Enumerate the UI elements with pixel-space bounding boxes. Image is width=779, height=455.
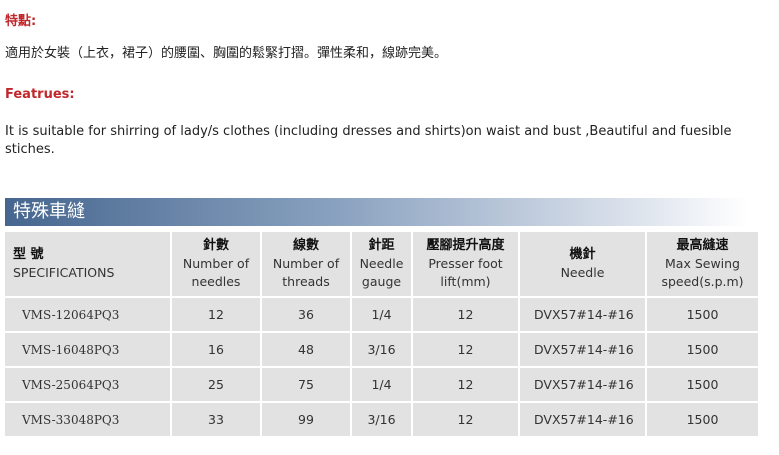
features-zh-heading: 特點:	[5, 14, 37, 29]
table-cell: 12	[413, 403, 518, 436]
table-cell: 1500	[647, 298, 758, 331]
column-header: 壓腳提升高度 Presser foot lift(mm)	[413, 232, 518, 296]
features-en-text: It is suitable for shirring of lady/s cl…	[5, 124, 732, 157]
header-en: SPECIFICATIONS	[13, 265, 115, 280]
table-cell: 12	[413, 333, 518, 366]
table-row: VMS-12064PQ3 12 36 1/4 12 DVX57#14-#16 1500	[5, 298, 758, 331]
table-cell: 48	[262, 333, 350, 366]
header-en: Max Sewing speed(s.p.m)	[661, 256, 744, 289]
header-zh: 機針	[569, 247, 596, 262]
table-cell: 25	[172, 368, 260, 401]
table-cell: 1/4	[352, 368, 411, 401]
table-cell: 3/16	[352, 333, 411, 366]
table-cell: 3/16	[352, 403, 411, 436]
table-cell: DVX57#14-#16	[520, 403, 645, 436]
table-cell: 1500	[647, 403, 758, 436]
table-cell: 36	[262, 298, 350, 331]
table-row: VMS-33048PQ3 33 99 3/16 12 DVX57#14-#16 1500	[5, 403, 758, 436]
column-header: 機針 Needle	[520, 232, 645, 296]
table-row: VMS-25064PQ3 25 75 1/4 12 DVX57#14-#16 1500	[5, 368, 758, 401]
header-zh: 壓腳提升高度	[426, 238, 505, 253]
table-cell: 16	[172, 333, 260, 366]
table-cell: 75	[262, 368, 350, 401]
header-en: Number of needles	[182, 256, 250, 289]
table-cell: 12	[172, 298, 260, 331]
header-zh: 最高縫速	[676, 238, 729, 253]
header-zh: 線數	[292, 238, 319, 253]
header-en: Needle	[560, 265, 605, 280]
header-zh: 型 號	[13, 247, 44, 262]
model-cell: VMS-33048PQ3	[5, 403, 170, 436]
table-cell: DVX57#14-#16	[520, 333, 645, 366]
column-header: 線數 Number of threads	[262, 232, 350, 296]
features-zh-text: 適用於女裝（上衣，裙子）的腰圍、胸圍的鬆緊打摺。彈性柔和，線跡完美。	[5, 46, 448, 61]
table-cell: DVX57#14-#16	[520, 298, 645, 331]
column-header: 最高縫速 Max Sewing speed(s.p.m)	[647, 232, 758, 296]
table-cell: 12	[413, 368, 518, 401]
model-cell: VMS-12064PQ3	[5, 298, 170, 331]
header-zh: 針距	[368, 238, 395, 253]
header-zh: 針數	[202, 238, 229, 253]
table-cell: 12	[413, 298, 518, 331]
model-cell: VMS-25064PQ3	[5, 368, 170, 401]
table-cell: 33	[172, 403, 260, 436]
section-title: 特殊車縫	[5, 198, 748, 226]
features-en-heading: Featrues:	[5, 87, 75, 102]
model-cell: VMS-16048PQ3	[5, 333, 170, 366]
spec-table: 型 號 SPECIFICATIONS 針數 Number of needles 線數 Nu…	[3, 230, 760, 438]
header-en: Needle gauge	[359, 256, 404, 289]
table-cell: 1/4	[352, 298, 411, 331]
column-header: 型 號 SPECIFICATIONS	[5, 232, 170, 296]
header-en: Presser foot lift(mm)	[428, 256, 503, 289]
table-cell: 1500	[647, 368, 758, 401]
table-cell: 99	[262, 403, 350, 436]
table-cell: DVX57#14-#16	[520, 368, 645, 401]
table-row: VMS-16048PQ3 16 48 3/16 12 DVX57#14-#16 1500	[5, 333, 758, 366]
table-cell: 1500	[647, 333, 758, 366]
header-en: Number of threads	[272, 256, 340, 289]
column-header: 針數 Number of needles	[172, 232, 260, 296]
column-header: 針距 Needle gauge	[352, 232, 411, 296]
